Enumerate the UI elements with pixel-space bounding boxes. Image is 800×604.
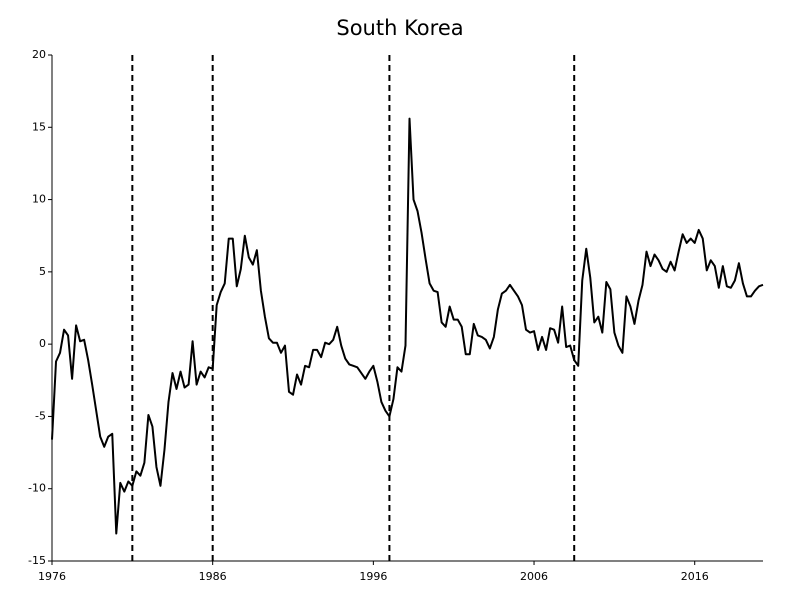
x-tick-label: 1996 (359, 570, 387, 583)
data-line (51, 117, 764, 535)
y-tick-label: 15 (32, 120, 46, 133)
y-tick-label: 0 (39, 337, 46, 350)
y-tick-label: 5 (39, 265, 46, 278)
y-tick-label: -15 (28, 554, 46, 567)
x-tick-label: 2006 (520, 570, 548, 583)
x-tick-label: 2016 (681, 570, 709, 583)
y-tick-label: -10 (28, 482, 46, 495)
y-tick-label: 20 (32, 48, 46, 61)
x-tick-label: 1976 (38, 570, 66, 583)
y-tick-label: 10 (32, 193, 46, 206)
x-tick-label: 1986 (199, 570, 227, 583)
chart-title: South Korea (336, 16, 463, 40)
y-tick-label: -5 (35, 409, 46, 422)
